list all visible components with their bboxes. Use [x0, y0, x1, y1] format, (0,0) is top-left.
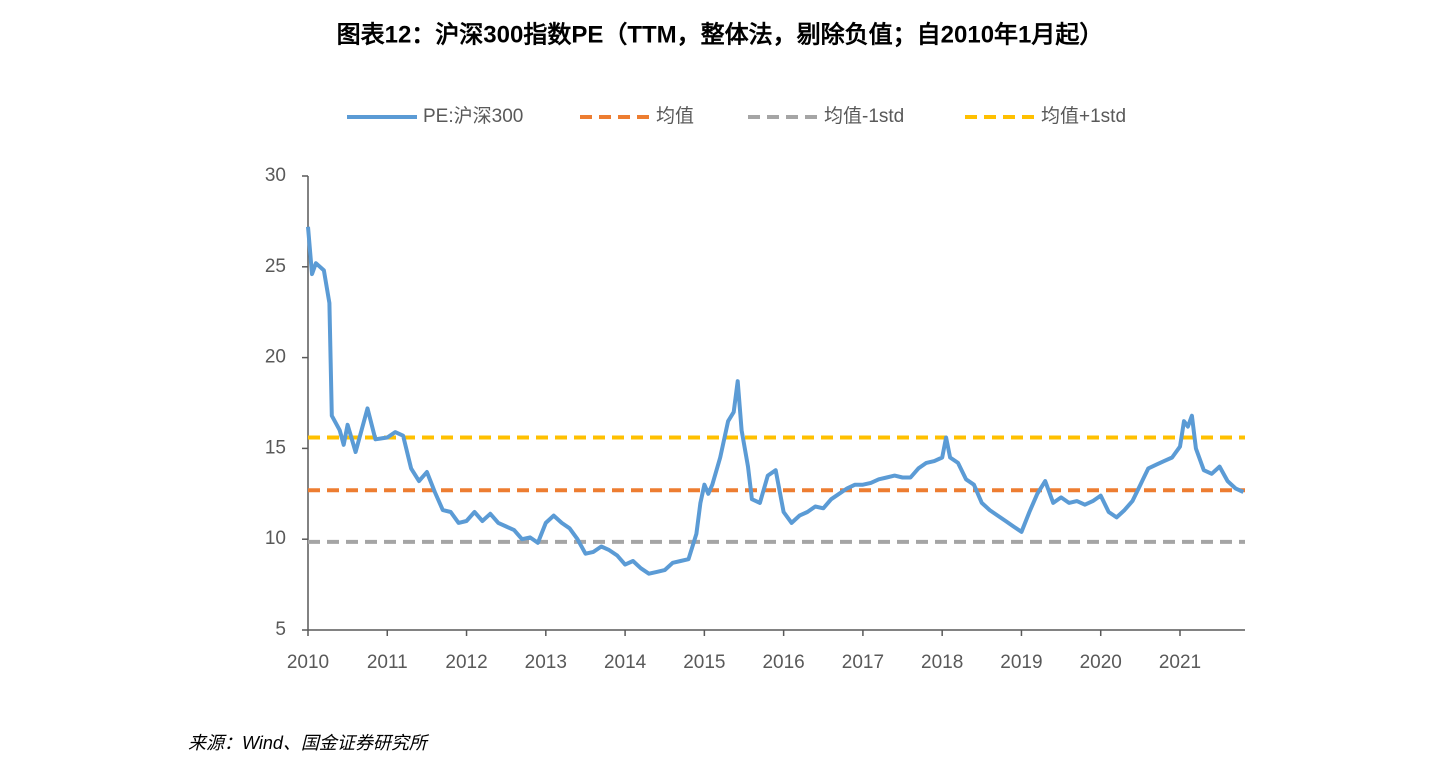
x-tick-label: 2013	[525, 652, 567, 673]
x-tick-label: 2016	[762, 652, 804, 673]
chart-title: 图表12：沪深300指数PE（TTM，整体法，剔除负值；自2010年1月起）	[337, 20, 1104, 48]
y-tick-label: 20	[265, 347, 286, 368]
legend-label: 均值+1std	[1041, 105, 1126, 127]
legend-label: 均值-1std	[824, 105, 904, 127]
x-tick-label: 2011	[367, 652, 408, 673]
y-tick-label: 5	[275, 619, 286, 640]
x-tick-label: 2018	[921, 652, 963, 673]
x-tick-label: 2014	[604, 652, 647, 673]
data-line	[306, 226, 1245, 576]
x-tick-label: 2021	[1159, 652, 1201, 673]
x-tick-label: 2012	[445, 652, 487, 673]
x-tick-label: 2019	[1000, 652, 1042, 673]
x-tick-label: 2010	[287, 652, 329, 673]
y-tick-label: 15	[265, 437, 286, 458]
legend-label: 均值	[656, 105, 694, 127]
x-tick-label: 2015	[683, 652, 725, 673]
x-tick-label: 2017	[842, 652, 884, 673]
source-note: 来源：Wind、国金证券研究所	[188, 733, 430, 753]
y-tick-label: 30	[265, 165, 286, 186]
legend-label: PE:沪深300	[423, 105, 523, 127]
y-tick-label: 25	[265, 256, 286, 277]
x-tick-label: 2020	[1080, 652, 1122, 673]
y-tick-label: 10	[265, 528, 286, 549]
